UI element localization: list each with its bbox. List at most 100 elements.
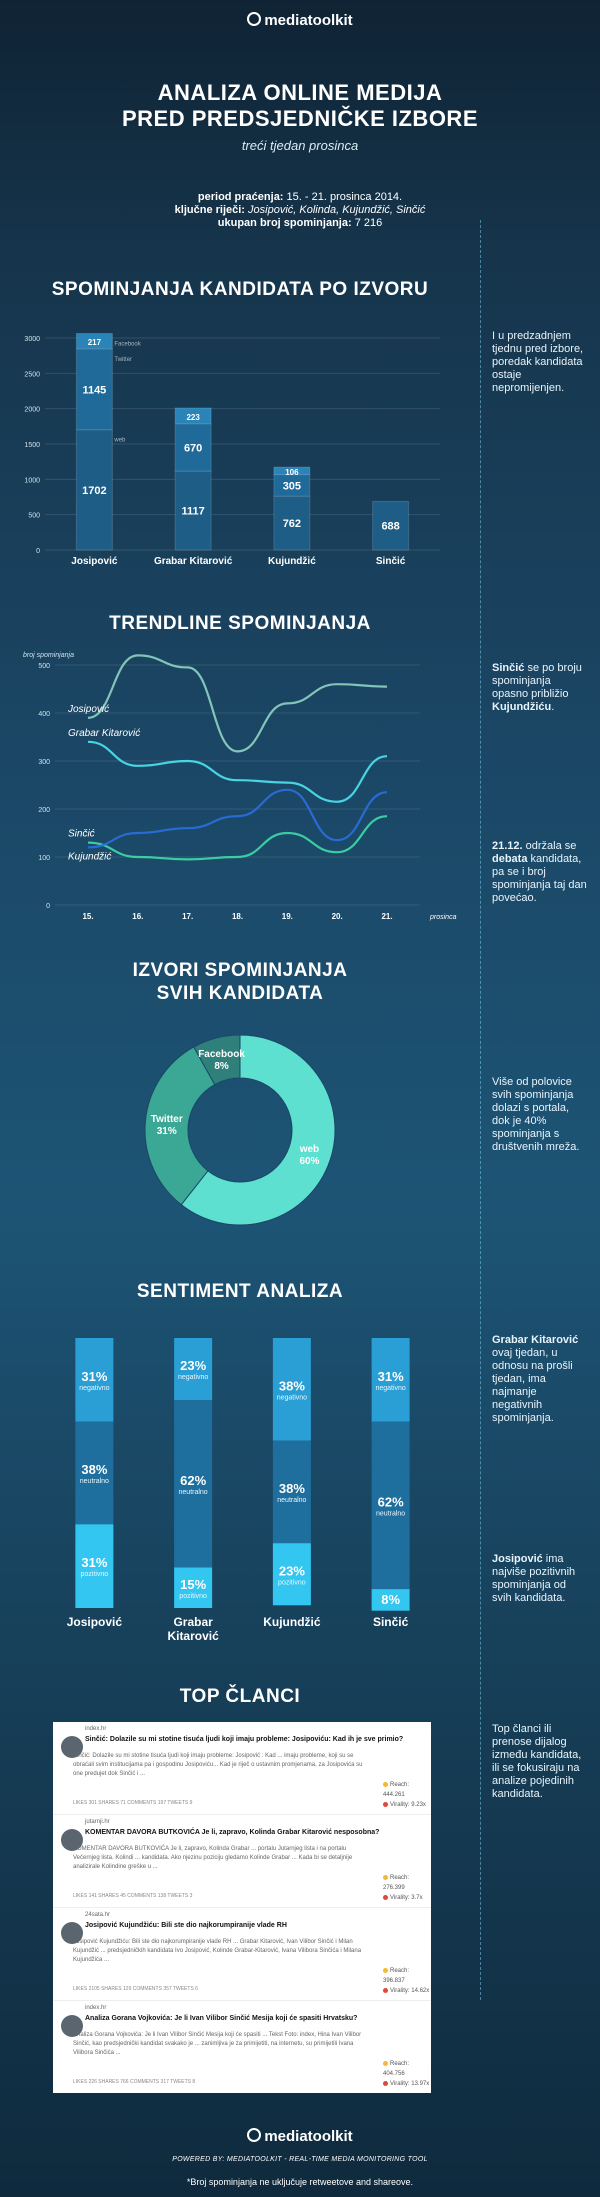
bar-value-label: 762	[283, 518, 301, 530]
x-axis-label: prosinca	[429, 914, 457, 921]
y-axis-label: broj spominjanja	[23, 652, 74, 659]
top-articles-card: index.hr Sinčić: Dolazile su mi stotine …	[53, 1722, 431, 2093]
slice-value: 60%	[299, 1156, 319, 1167]
x-category-label: Sinčić	[376, 556, 406, 567]
series-label: Josipović	[67, 704, 109, 715]
sentiment-label: pozitivno	[81, 1571, 109, 1578]
reach-icon	[383, 2060, 388, 2066]
sentiment-label: negativno	[178, 1374, 208, 1381]
sidenote-3-bold1: 21.12.	[492, 840, 523, 852]
sentiment-value: 15%	[180, 1577, 206, 1592]
article-snippet: Sinčić: Dolazile su mi stotine tisuća lj…	[73, 1753, 363, 1777]
x-category-label: Josipović	[71, 556, 118, 567]
virality-icon	[383, 1801, 388, 1807]
y-tick-label: 100	[38, 855, 50, 862]
bar-segment	[174, 407, 212, 425]
article-title[interactable]: Analiza Gorana Vojkovića: Je li Ivan Vil…	[85, 2015, 358, 2022]
sentiment-value: 31%	[81, 1369, 107, 1384]
sidenote-4: Više od polovice svih spominjanja dolazi…	[492, 1076, 580, 1153]
x-tick-label: 15.	[82, 912, 93, 921]
series-label: Twitter	[114, 357, 132, 363]
sentiment-segment	[174, 1338, 213, 1401]
article-item[interactable]: index.hr Analiza Gorana Vojkovića: Je li…	[53, 2001, 431, 2093]
series-label: Facebook	[114, 341, 141, 347]
article-title[interactable]: Josipović Kujundžiću: Bili ste dio najko…	[85, 1922, 287, 1929]
slice-label: Facebook	[198, 1049, 245, 1060]
x-category-label: Josipović	[67, 1615, 123, 1629]
article-snippet: Analiza Gorana Vojkovića: Je li Ivan Vil…	[73, 2032, 362, 2056]
sentiment-label: pozitivno	[179, 1593, 207, 1600]
sentiment-value: 8%	[381, 1592, 400, 1607]
sentiment-value: 23%	[279, 1563, 305, 1578]
x-tick-label: 18.	[232, 912, 243, 921]
section-title-by-source: SPOMINJANJA KANDIDATA PO IZVORU	[51, 279, 429, 300]
sentiment-label: neutralno	[179, 1489, 208, 1496]
donut-slice	[144, 1046, 216, 1206]
sidenote-6-bold: Josipović	[492, 1553, 543, 1565]
series-label: web	[113, 438, 126, 444]
article-item[interactable]: 24sata.hr Josipović Kujundžiću: Bili ste…	[53, 1908, 431, 2001]
period-value: 15. - 21. prosinca 2014.	[286, 191, 403, 203]
section-title-trendline: TRENDLINE SPOMINJANJA	[109, 613, 371, 634]
y-tick-label: 3000	[24, 336, 40, 343]
section-title-sources-l1: IZVORI SPOMINJANJA	[132, 960, 348, 981]
footer-powered: POWERED BY: MEDIATOOLKIT - REAL-TIME MED…	[172, 2156, 428, 2163]
article-snippet: Josipović Kujundžiću: Bili ste dio najko…	[73, 1939, 362, 1963]
article-title[interactable]: Sinčić: Dolazile su mi stotine tisuća lj…	[85, 1736, 404, 1743]
sentiment-segment	[272, 1440, 311, 1544]
virality-icon	[383, 1987, 388, 1993]
sidenote-3: 21.12. održala se debata kandidata, pa s…	[492, 840, 587, 904]
slice-label: web	[299, 1144, 319, 1155]
sentiment-label: negativno	[277, 1394, 307, 1401]
header-logo: mediatoolkit	[0, 12, 600, 29]
article-source: index.hr	[85, 2005, 107, 2011]
bar-value-label: 1702	[82, 485, 106, 497]
donut-slice	[180, 1034, 336, 1226]
bar-value-label: 670	[184, 442, 202, 454]
logo-icon	[247, 12, 262, 26]
article-item[interactable]: jutarnji.hr KOMENTAR DAVORA BUTKOVIĆA Je…	[53, 1815, 431, 1908]
keywords-line: ključne riječi: Josipović, Kolinda, Kuju…	[0, 204, 600, 217]
sentiment-segment	[174, 1400, 213, 1568]
sentiment-label: neutralno	[376, 1510, 405, 1517]
y-tick-label: 500	[38, 663, 50, 670]
sentiment-segment	[75, 1338, 114, 1422]
article-source: jutarnji.hr	[85, 1819, 110, 1825]
section-title-sources-l2: SVIH KANDIDATA	[156, 983, 324, 1004]
sidenote-2: Sinčić se po broju spominjanja opasno pr…	[492, 662, 582, 713]
y-tick-label: 1000	[24, 477, 40, 484]
logo-icon	[247, 2128, 262, 2142]
x-category-label: Grabar Kitarović	[154, 556, 233, 567]
article-item[interactable]: index.hr Sinčić: Dolazile su mi stotine …	[53, 1722, 431, 1815]
article-metrics: LIKES 226 SHARES 766 COMMENTS 317 TWEETS…	[73, 2079, 196, 2085]
sentiment-value: 62%	[378, 1494, 404, 1509]
article-metrics: LIKES 301 SHARES 71 COMMENTS 197 TWEETS …	[73, 1800, 193, 1806]
y-tick-label: 300	[38, 759, 50, 766]
sentiment-segment	[75, 1421, 114, 1525]
article-snippet: KOMENTAR DAVORA BUTKOVIĆA Je li, zapravo…	[73, 1846, 353, 1870]
article-title[interactable]: KOMENTAR DAVORA BUTKOVIĆA Je li, zapravo…	[85, 1829, 380, 1836]
bar-segment	[174, 470, 212, 551]
footer-note: *Broj spominjanja ne uključuje retweetov…	[186, 2177, 414, 2187]
vertical-divider	[480, 220, 481, 2000]
total-value: 7 216	[354, 217, 383, 229]
x-category-label: Kujundžić	[268, 556, 316, 567]
bar-value-label: 1145	[82, 384, 106, 396]
sidenote-2-bold1: Sinčić	[492, 662, 525, 674]
avatar	[61, 1829, 83, 1851]
y-tick-label: 2500	[24, 371, 40, 378]
reach-icon	[383, 1781, 388, 1787]
keywords-label: ključne riječi:	[174, 204, 245, 216]
sidenote-5: Grabar Kitarović ovaj tjedan, u odnosu n…	[492, 1334, 579, 1424]
series-label: Kujundžić	[68, 851, 111, 862]
total-label: ukupan broj spominjanja:	[217, 217, 352, 229]
x-tick-label: 20.	[332, 912, 343, 921]
bar-value-label: 217	[88, 338, 102, 347]
slice-label: Twitter	[151, 1114, 183, 1125]
x-category-label: Kujundžić	[263, 1615, 321, 1629]
total-line: ukupan broj spominjanja: 7 216	[0, 217, 600, 230]
article-metrics: LIKES 2105 SHARES 129 COMMENTS 357 TWEET…	[73, 1986, 198, 1992]
sentiment-value: 31%	[81, 1555, 107, 1570]
donut-slice	[193, 1034, 241, 1086]
